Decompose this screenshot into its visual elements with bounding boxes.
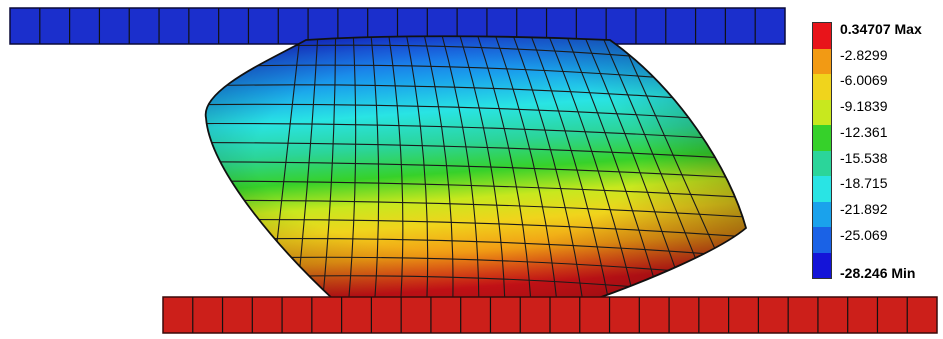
mesh-row-line: [205, 180, 746, 199]
legend-band: [813, 99, 831, 125]
mesh-row-line: [205, 219, 746, 239]
mesh-row-line: [205, 161, 746, 180]
mesh-row-line: [205, 103, 746, 124]
legend-band: [813, 252, 831, 278]
mesh-col-line: [406, 36, 429, 301]
mesh-row-line: [205, 122, 746, 142]
top-plate-mesh: [39, 8, 756, 44]
legend-level-1: -2.8299: [840, 46, 888, 63]
mesh-col-line: [370, 36, 380, 301]
deformed-body: [205, 35, 748, 302]
legend-color-bar: [812, 22, 832, 279]
legend-band: [813, 125, 831, 151]
mesh-col-line: [548, 36, 637, 301]
mesh-col-line: [566, 36, 663, 301]
color-legend: 0.34707 Max -2.8299 -6.0069 -9.1839 -12.…: [812, 22, 943, 294]
legend-level-8: -25.069: [840, 226, 888, 243]
legend-level-5: -15.538: [840, 149, 888, 166]
bottom-plate: [162, 296, 938, 334]
legend-band: [813, 23, 831, 49]
legend-max-tag: Max: [894, 21, 922, 37]
legend-band: [813, 150, 831, 176]
bottom-plate-mesh: [192, 297, 908, 333]
legend-level-6: -18.715: [840, 175, 888, 192]
legend-level-2: -6.0069: [840, 72, 888, 89]
legend-band: [813, 227, 831, 253]
mesh-col-line: [530, 36, 610, 301]
mesh-row-line: [205, 142, 746, 161]
legend-max-label: 0.34707 Max: [840, 22, 922, 36]
mesh-col-line: [388, 36, 404, 301]
mesh-row-line: [205, 199, 746, 219]
legend-level-3: -9.1839: [840, 98, 888, 115]
legend-min-label: -28.246 Min: [840, 266, 915, 280]
legend-band: [813, 201, 831, 227]
mesh-col-line: [347, 36, 357, 301]
mesh-col-line: [459, 36, 506, 301]
legend-band: [813, 74, 831, 100]
mesh-col-line: [423, 36, 454, 301]
legend-level-4: -12.361: [840, 123, 888, 140]
legend-max-value: 0.34707: [840, 21, 891, 37]
mesh-col-line: [495, 36, 558, 301]
legend-min-value: -28.246: [840, 265, 888, 281]
mesh-col-line: [477, 36, 532, 301]
legend-level-7: -21.892: [840, 200, 888, 217]
body-outline: [205, 35, 748, 302]
body-shading: [205, 36, 746, 301]
mesh-col-line: [512, 36, 584, 301]
mesh-col-line: [321, 36, 337, 301]
legend-band: [813, 176, 831, 202]
legend-band: [813, 48, 831, 74]
legend-min-tag: Min: [891, 265, 916, 281]
mesh-col-line: [441, 36, 480, 301]
